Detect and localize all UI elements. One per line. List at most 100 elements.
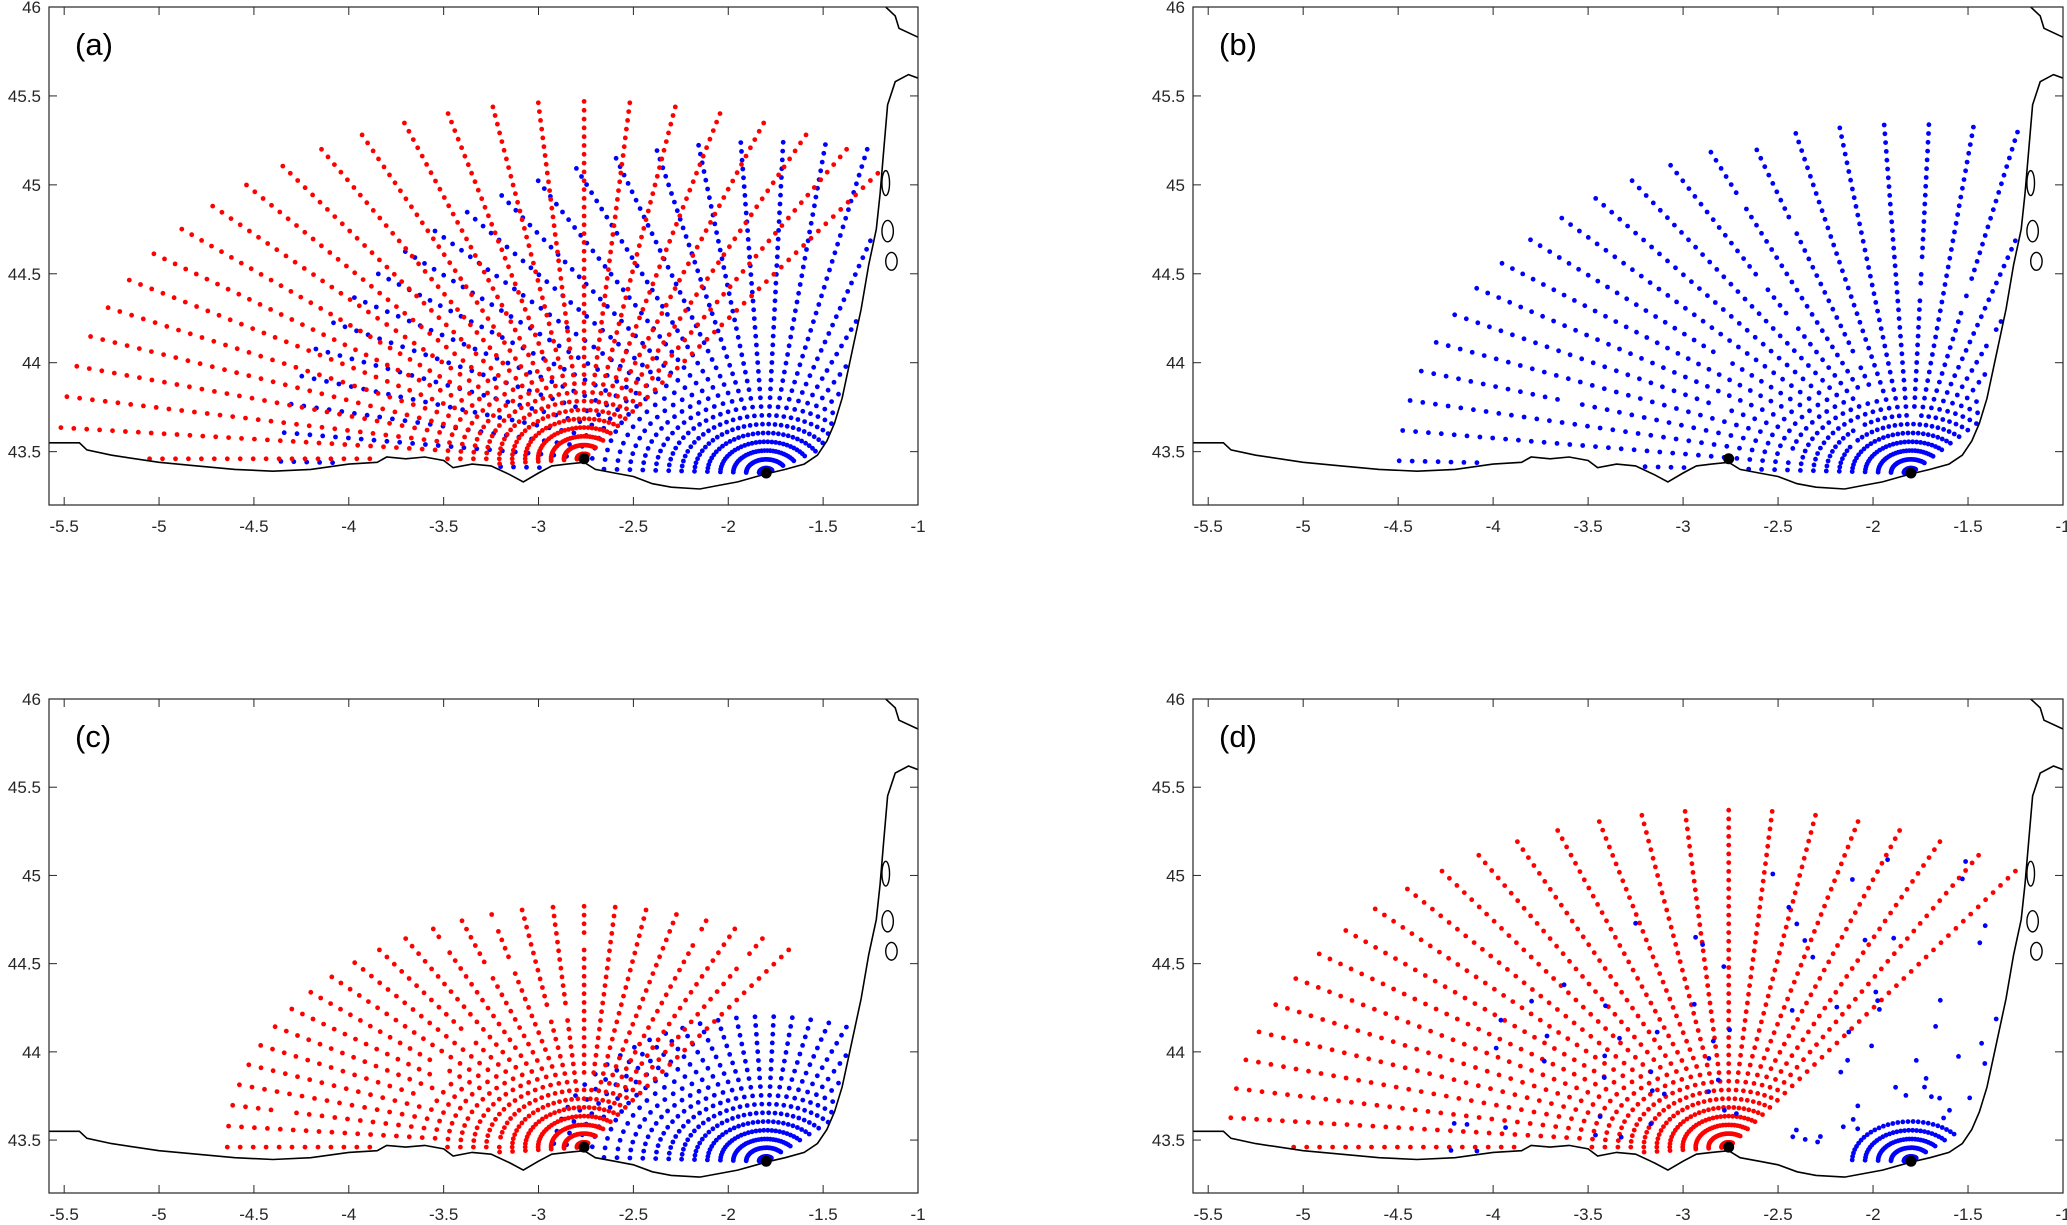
data-point [827,267,832,273]
data-point [666,1021,672,1027]
data-point [238,260,244,266]
data-point [656,368,662,373]
data-point [641,1148,647,1154]
data-point [299,1093,305,1099]
data-point [294,431,300,437]
data-point [1831,242,1837,248]
data-point [571,1119,577,1124]
data-point [1476,1115,1482,1120]
data-point [1613,861,1619,867]
data-point [1356,1077,1361,1083]
data-point [637,401,643,407]
data-point [644,409,650,415]
data-point [536,430,542,436]
data-point [1602,966,1608,971]
data-point [556,392,562,397]
data-point [602,457,608,462]
data-point [681,435,686,441]
data-point [1553,894,1559,900]
data-point [606,267,611,272]
data-point [287,402,292,408]
data-point [398,394,404,400]
data-point [639,924,644,930]
data-point [1726,1105,1732,1110]
data-point [736,435,741,440]
data-point [526,1113,532,1119]
data-point [1573,1107,1579,1112]
data-point [562,382,568,387]
data-point [1644,335,1650,340]
data-point [497,130,502,136]
data-point [1698,201,1704,207]
data-point [1950,336,1956,342]
data-point [1542,1040,1547,1046]
data-point [1620,878,1626,884]
data-point [681,269,687,275]
data-point [741,990,747,996]
data-point [140,316,146,322]
data-point [1877,380,1883,385]
data-point [1665,215,1670,221]
island [2026,219,2040,243]
data-point [474,330,480,335]
data-point [421,300,427,306]
data-point [721,291,726,297]
data-point [416,951,421,957]
data-point [796,398,801,404]
data-point [1997,272,2003,277]
data-point [1672,370,1677,375]
data-point [780,148,786,154]
data-point [1883,397,1889,402]
data-point [759,413,765,418]
data-point [1889,414,1895,420]
data-point [502,1029,507,1035]
data-point [1681,465,1687,470]
data-point [406,286,412,292]
data-point [672,104,678,110]
data-point [534,230,540,235]
data-point [804,247,809,252]
data-point [1858,365,1864,371]
data-point [799,273,805,279]
data-point [487,1127,493,1133]
data-point [483,351,489,357]
data-point [1484,1050,1490,1056]
data-point [615,1112,621,1117]
data-point [1699,440,1704,446]
data-point [347,228,353,234]
data-point [703,918,709,924]
data-point [416,415,422,421]
data-point [1586,981,1592,987]
data-point [1433,1006,1439,1012]
data-point [832,250,838,256]
data-point [1409,931,1415,936]
data-point [800,264,806,270]
data-point [1396,1125,1402,1131]
data-point [1611,1079,1617,1085]
data-point [677,1005,683,1011]
data-point [1736,344,1741,350]
data-point [1431,371,1437,377]
data-point [416,1066,422,1072]
data-point [474,300,480,305]
data-point [310,236,316,242]
data-point [655,1143,661,1149]
data-point [421,990,427,996]
data-point [1963,348,1969,353]
data-point [1540,1122,1546,1128]
data-point [226,435,232,440]
data-point [510,1149,515,1154]
data-point [1297,1093,1303,1099]
data-point [771,961,777,967]
data-point [603,388,608,393]
data-point [513,1045,518,1051]
data-point [1514,940,1519,946]
data-point [90,397,95,403]
data-point [1400,1105,1405,1111]
data-point [1613,389,1619,395]
data-point [1634,1122,1640,1127]
data-point [1789,279,1795,285]
data-point [822,417,828,423]
data-point [814,424,820,430]
data-point [1382,912,1387,918]
